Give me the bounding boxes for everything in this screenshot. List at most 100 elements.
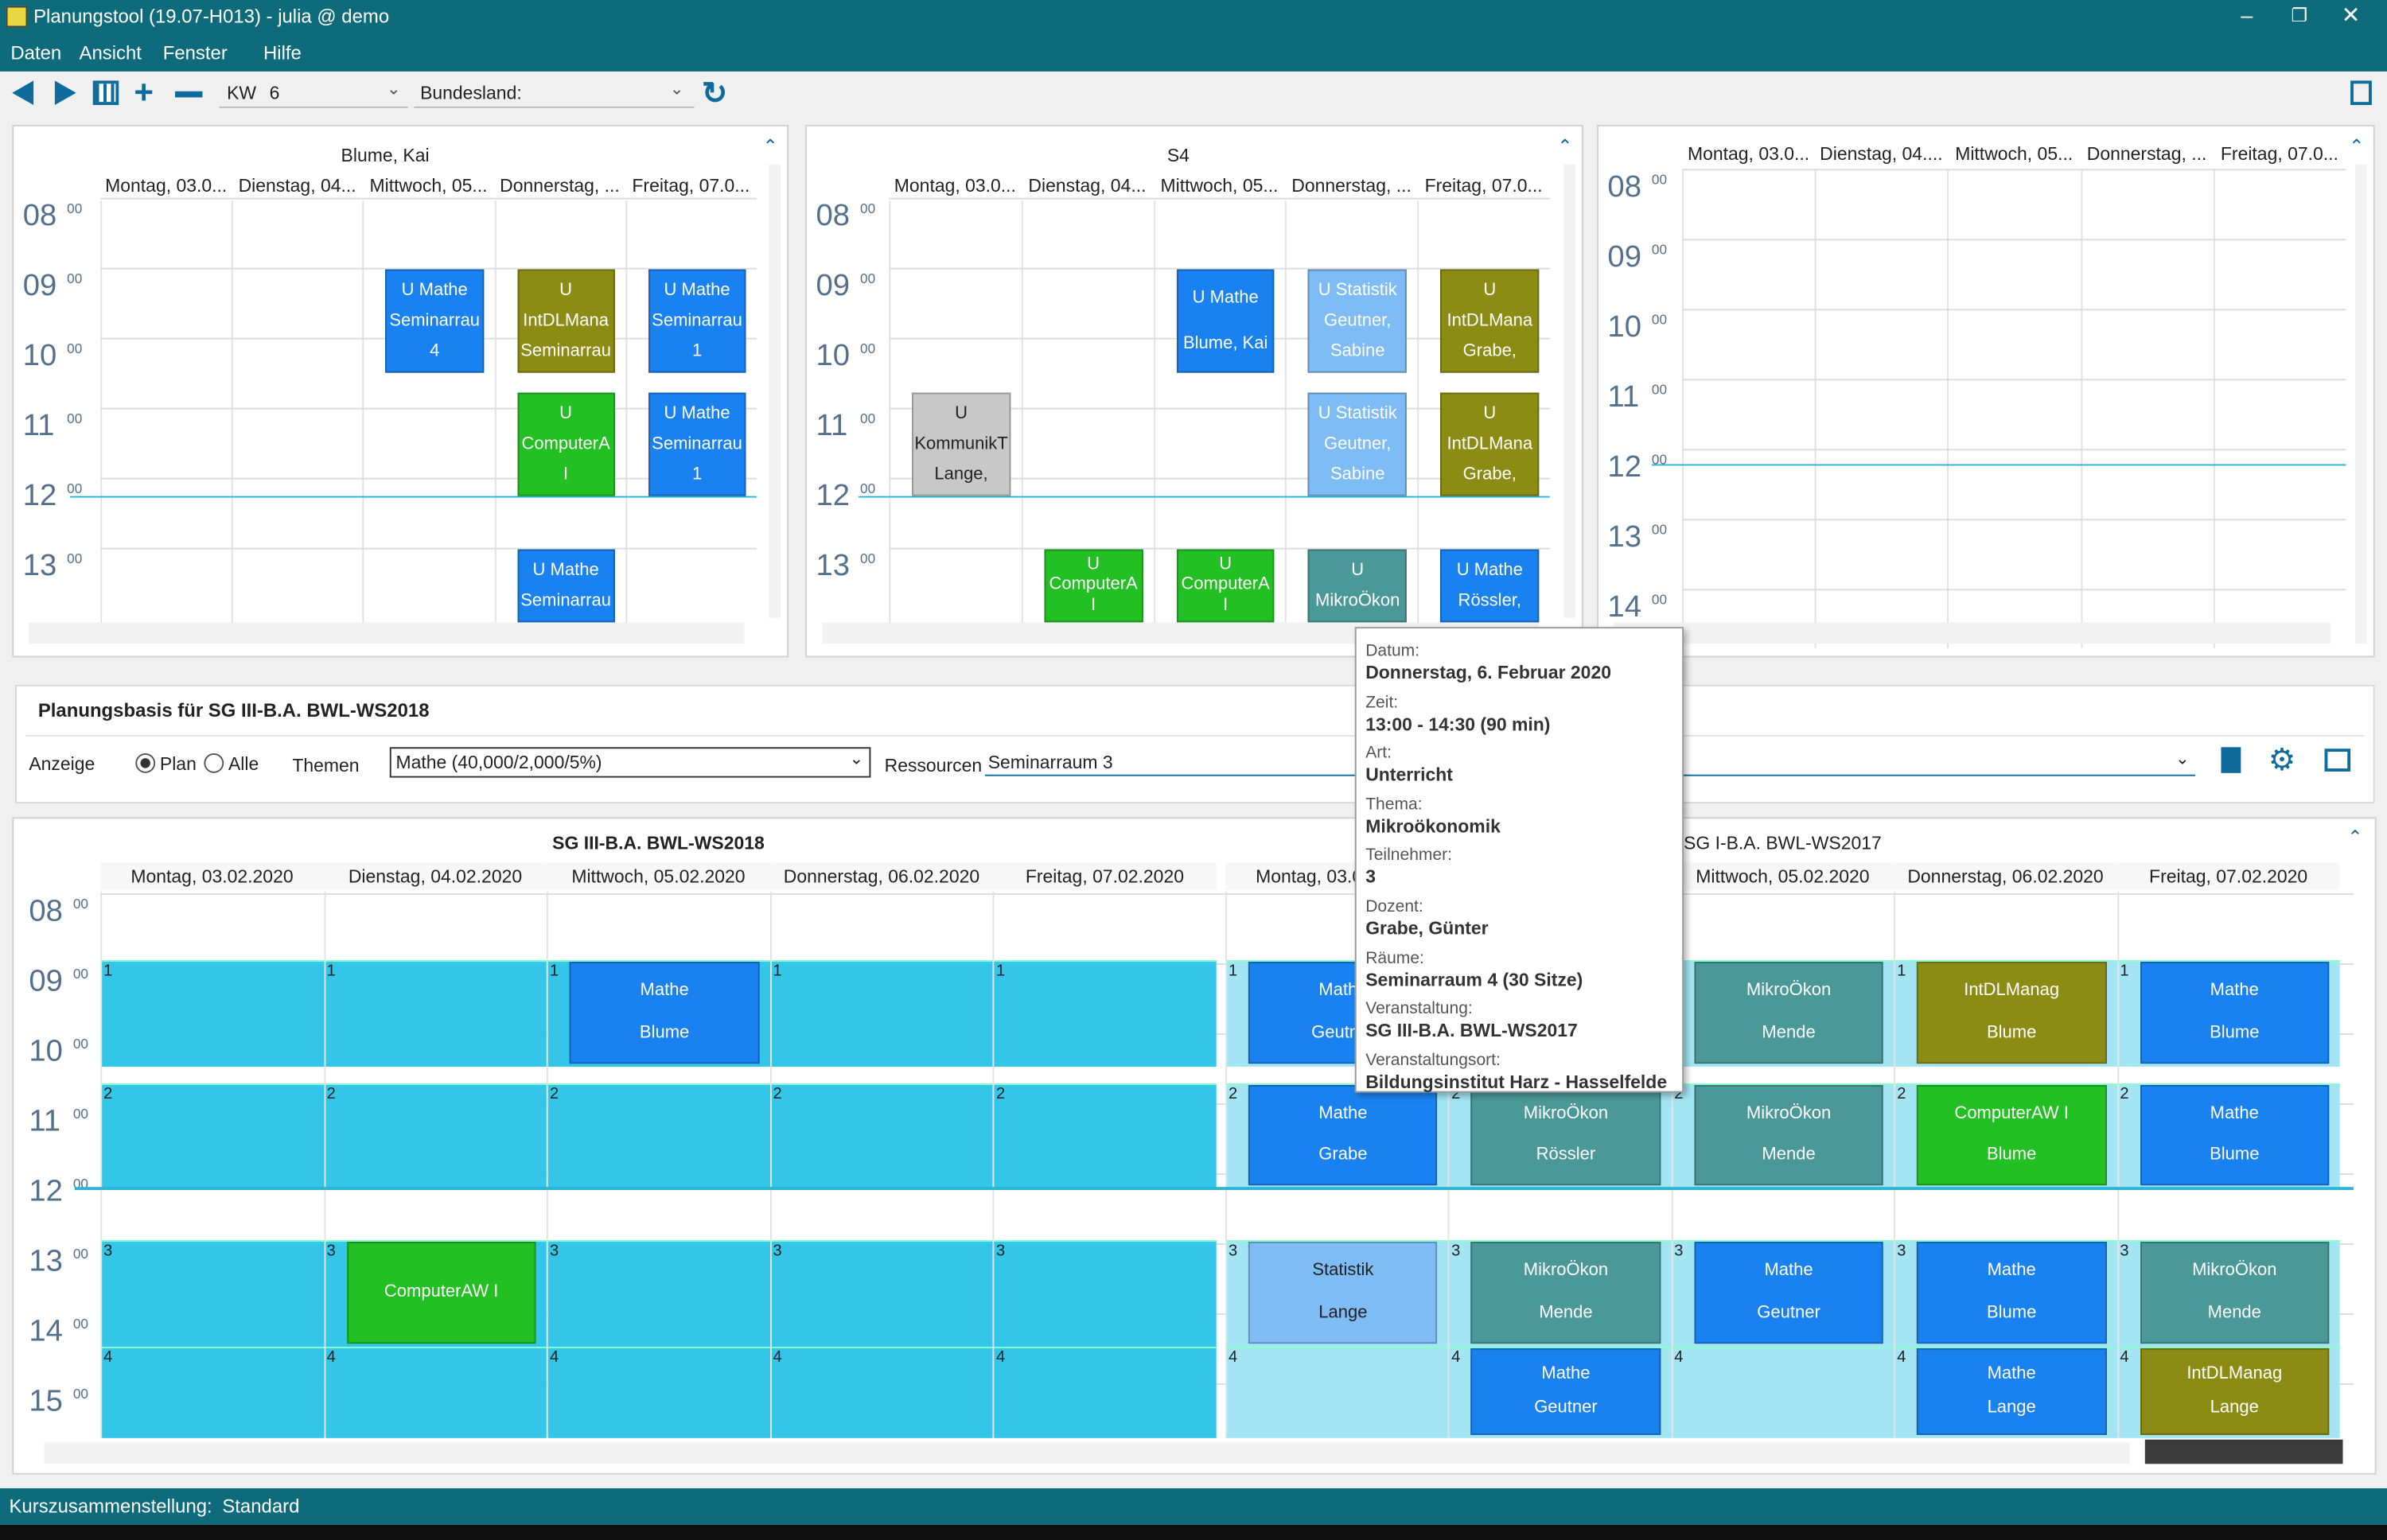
calendar-event[interactable]: Statistik Lange (1248, 1242, 1438, 1344)
calendar-event[interactable]: U ComputerA I (516, 392, 615, 496)
calendar-event[interactable]: U KommunikT Lange, (912, 392, 1011, 496)
calendar-event[interactable]: U Mathe Seminarrau (516, 549, 615, 623)
calendar-event[interactable]: Mathe Geutner (1470, 1348, 1661, 1435)
event-text: Mende (2207, 1303, 2261, 1322)
event-text: Geutner, (1324, 311, 1392, 330)
event-text: Mathe (1987, 1364, 2036, 1383)
calendar-event[interactable]: U Mathe Seminarrau 1 (648, 392, 746, 496)
bottom-panel: 08 00 09 00 10 00 11 00 12 00 13 00 14 00 15 00 SG III-B… (12, 817, 2377, 1475)
calendar-event[interactable]: U IntDLMana Grabe, (1440, 269, 1540, 373)
hour-line (100, 477, 757, 480)
calendar-event[interactable]: Mathe Blume (2140, 1084, 2330, 1186)
scroll-up[interactable]: ⌃ (1557, 135, 1573, 158)
calendar-event[interactable]: U IntDLMana Seminarrau (516, 269, 615, 373)
calendar-event[interactable]: IntDLManag Lange (2140, 1348, 2330, 1435)
menu-item[interactable]: Hilfe (263, 42, 302, 64)
hour-label: 12 (1607, 450, 1641, 484)
calendar-event[interactable]: Mathe Blume (2140, 962, 2330, 1064)
menu-item[interactable]: Ansicht (79, 42, 142, 64)
calendar-event[interactable]: ComputerAW I (346, 1242, 536, 1344)
calendar-button[interactable] (92, 80, 119, 105)
event-text: U Mathe (1192, 288, 1259, 307)
minimize-button[interactable]: – (2241, 2, 2253, 28)
themen-combo[interactable] (389, 747, 871, 778)
calendar-event[interactable]: U Statistik Geutner, Sabine (1308, 269, 1408, 373)
day-header: Freitag, 07.0... (1424, 174, 1543, 196)
calendar-event[interactable]: U MikroÖkon (1308, 549, 1408, 623)
hour-line (100, 197, 757, 200)
calendar-event[interactable]: U Mathe Seminarrau 4 (385, 269, 484, 373)
day-column-line (1947, 169, 1949, 648)
event-text: Mathe (1987, 1262, 2036, 1281)
calendar-event[interactable]: U Mathe Blume, Kai (1176, 269, 1275, 373)
maximize-button[interactable]: ❐ (2291, 4, 2308, 26)
calendar-event[interactable]: U IntDLMana Grabe, (1440, 392, 1540, 496)
kw-dropdown[interactable]: ⌄ (386, 80, 401, 99)
calendar-event[interactable]: U Mathe Seminarrau 1 (648, 269, 746, 373)
taskbar (0, 1524, 2387, 1540)
day-header: Donnerstag, 06.02.2020 (1894, 862, 2117, 891)
settings-button[interactable]: ⚙ (2268, 744, 2296, 778)
radio-alle[interactable] (204, 752, 224, 773)
slot-block (548, 1240, 770, 1348)
scroll-up[interactable]: ⌃ (762, 135, 778, 158)
navigation-buttons[interactable] (2144, 1439, 2343, 1464)
scroll-up[interactable]: ⌃ (2349, 135, 2365, 158)
minute-label: 00 (67, 270, 83, 286)
calendar-event[interactable]: U ComputerA I (1044, 549, 1143, 623)
event-text: Mathe (2210, 982, 2259, 1001)
hour-line (1682, 519, 2346, 521)
refresh-button[interactable]: ↻ (702, 77, 728, 111)
slot-number: 1 (326, 962, 336, 980)
calendar-event[interactable]: ComputerAW I Blume (1917, 1084, 2107, 1186)
hour-line (1682, 309, 2346, 311)
calendar-event[interactable]: U ComputerA I (1176, 549, 1275, 623)
minute-label: 00 (72, 1036, 88, 1052)
hour-line (1682, 589, 2346, 591)
remove-button[interactable] (175, 91, 203, 98)
window-button[interactable] (2324, 749, 2351, 772)
slot-block (102, 1083, 324, 1189)
close-button[interactable]: ✕ (2341, 2, 2361, 29)
calendar-event[interactable]: MikroÖkon Mende (1470, 1242, 1661, 1344)
calendar-event[interactable]: U Mathe Rössler, (1440, 549, 1540, 623)
add-button[interactable]: + (134, 72, 154, 111)
calendar-event[interactable]: Mathe Geutner (1694, 1242, 1884, 1344)
calendar-event[interactable]: MikroÖkon Mende (1694, 1084, 1884, 1186)
kw-label: KW (227, 82, 257, 104)
calendar-event[interactable]: Mathe Blume (1917, 1242, 2107, 1344)
event-text: IntDLMana (1447, 311, 1533, 330)
back-button[interactable] (12, 80, 34, 105)
calendar-event[interactable]: IntDLManag Blume (1917, 962, 2107, 1064)
hour-label: 12 (22, 479, 57, 513)
slot-block (548, 1347, 770, 1438)
slot-number: 2 (1451, 1084, 1461, 1103)
hour-label: 08 (816, 199, 851, 233)
radio-plan[interactable] (135, 752, 156, 773)
menu-item[interactable]: Fenster (162, 42, 228, 64)
calendar-event[interactable]: MikroÖkon Rössler (1470, 1084, 1661, 1186)
day-header: Dienstag, 04.02.2020 (323, 862, 547, 891)
calendar-event[interactable]: U Statistik Geutner, Sabine (1308, 392, 1408, 496)
forward-button[interactable] (54, 80, 76, 105)
bundesland-combo[interactable] (414, 78, 695, 108)
kw-combo[interactable] (219, 78, 408, 108)
calendar-event[interactable]: MikroÖkon Mende (1694, 962, 1884, 1064)
scroll-up[interactable]: ⌃ (2347, 826, 2363, 848)
day-column-line (547, 892, 549, 1438)
menu-item[interactable]: Daten (10, 42, 62, 64)
day-column-line (1153, 200, 1155, 623)
bundesland-dropdown[interactable]: ⌄ (669, 80, 684, 99)
minute-label: 00 (859, 340, 876, 356)
calendar-event[interactable]: MikroÖkon Mende (2140, 1242, 2330, 1344)
slot-block (1227, 1347, 1449, 1438)
event-text: 1 (691, 341, 703, 360)
calendar-event[interactable]: Mathe Lange (1917, 1348, 2107, 1435)
calendar-event[interactable]: Mathe Blume (569, 962, 760, 1064)
exit-button[interactable] (2350, 80, 2372, 105)
calendar-event[interactable]: Mathe Grabe (1248, 1084, 1438, 1186)
save-button[interactable] (2221, 747, 2241, 773)
hour-label: 14 (1607, 590, 1641, 624)
slot-number: 4 (1674, 1348, 1684, 1367)
tooltip-label: Dozent: (1365, 897, 1423, 916)
